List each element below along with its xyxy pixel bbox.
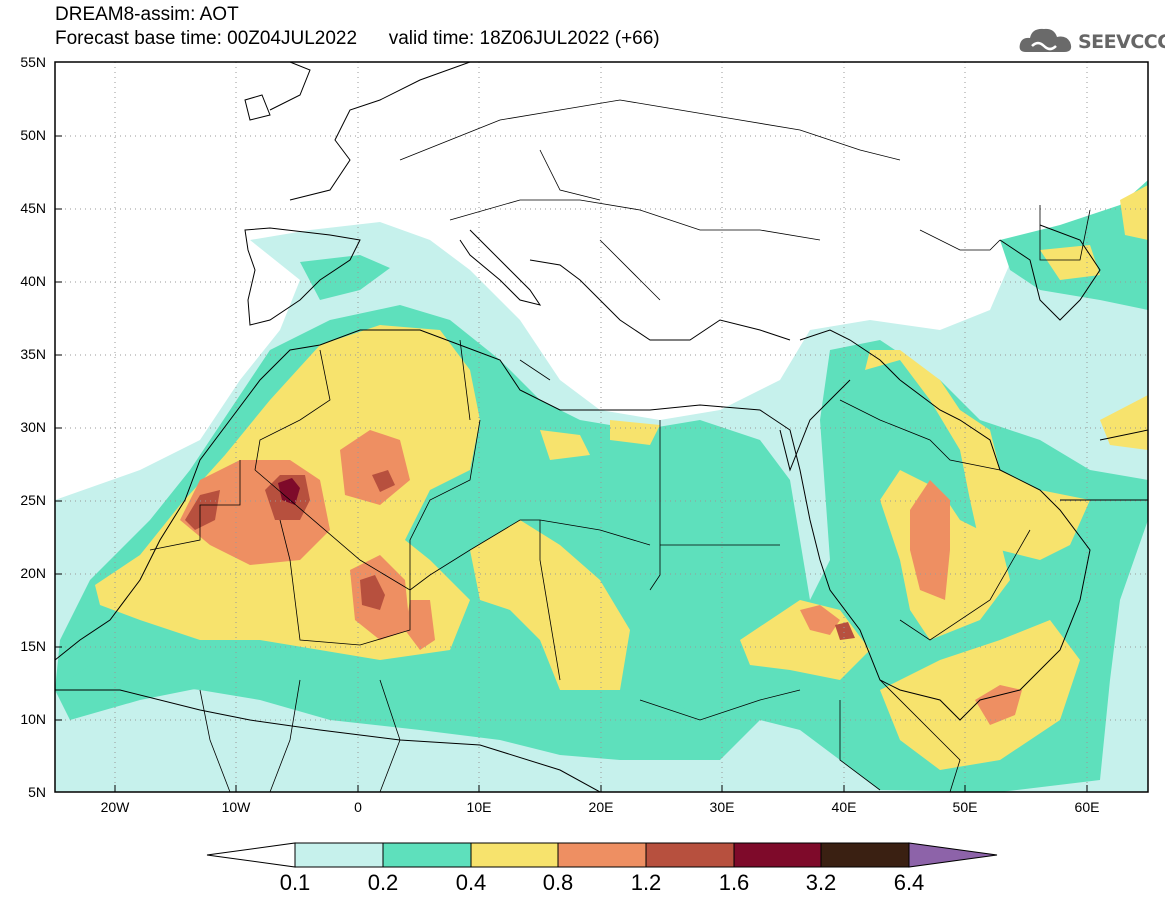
lat-label: 50N <box>20 127 46 143</box>
lat-label: 25N <box>20 492 46 508</box>
logo-text: SEEVCCC <box>1078 31 1165 53</box>
lat-label: 35N <box>20 346 46 362</box>
aot-class-1.6 <box>278 478 300 505</box>
colorbar-label: 1.6 <box>718 870 750 895</box>
colorbar <box>206 842 998 868</box>
lon-label: 60E <box>1074 799 1100 815</box>
lat-label: 15N <box>20 638 46 654</box>
lon-label: 50E <box>952 799 978 815</box>
lat-label: 55N <box>20 54 46 70</box>
lat-label: 10N <box>20 711 46 727</box>
colorbar-swatch <box>470 842 559 868</box>
lon-label: 30E <box>709 799 735 815</box>
title-line-1: DREAM8-assim: AOT <box>55 4 239 25</box>
aot-fields <box>55 180 1148 792</box>
colorbar-swatch <box>645 842 735 868</box>
lon-label: 0 <box>354 799 362 815</box>
colorbar-label: 1.2 <box>630 870 662 895</box>
colorbar-upper-arrow <box>908 842 998 868</box>
colorbar-label: 0.1 <box>279 870 311 895</box>
aot-map <box>54 61 1149 793</box>
colorbar-label: 6.4 <box>893 870 925 895</box>
lon-label: 20E <box>588 799 614 815</box>
colorbar-label: 0.4 <box>455 870 487 895</box>
lon-label: 20W <box>100 799 130 815</box>
lon-label: 10W <box>221 799 251 815</box>
colorbar-label: 0.8 <box>542 870 574 895</box>
seevccc-logo: SEEVCCC <box>1018 22 1165 58</box>
lat-label: 40N <box>20 273 46 289</box>
colorbar-label: 3.2 <box>805 870 837 895</box>
country-borders <box>149 99 1091 792</box>
lat-label: 45N <box>20 200 46 216</box>
colorbar-swatch <box>820 842 910 868</box>
colorbar-lower-arrow <box>206 842 296 868</box>
colorbar-swatch <box>294 842 384 868</box>
colorbar-swatch <box>382 842 472 868</box>
title-line-2: Forecast base time: 00Z04JUL2022 valid t… <box>55 28 660 49</box>
colorbar-swatch <box>557 842 647 868</box>
lon-label: 40E <box>831 799 857 815</box>
lat-label: 30N <box>20 419 46 435</box>
cloud-logo-icon <box>1019 28 1072 52</box>
axis-ticks <box>55 135 1088 792</box>
colorbar-label: 0.2 <box>367 870 399 895</box>
colorbar-swatch <box>733 842 822 868</box>
lon-label: 10E <box>466 799 492 815</box>
lat-label: 5N <box>28 784 46 800</box>
lat-label: 20N <box>20 565 46 581</box>
